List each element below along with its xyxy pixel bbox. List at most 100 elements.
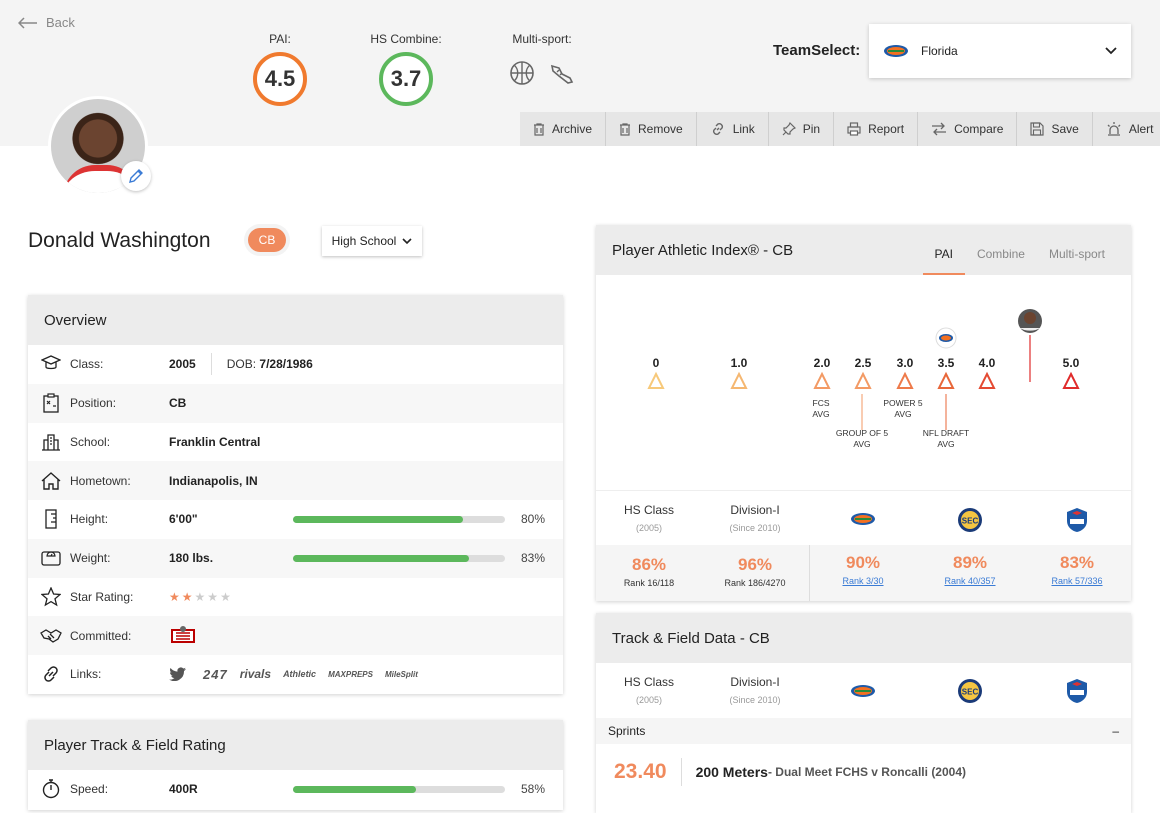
team-marker-logo	[935, 327, 957, 349]
weight-percent: 83%	[521, 551, 546, 566]
level-dropdown[interactable]: High School	[322, 226, 422, 256]
class-value: 2005	[169, 357, 196, 372]
group5-label-2: AVG	[853, 439, 870, 449]
star-outline-icon	[41, 586, 61, 607]
tab-combine[interactable]: Combine	[976, 247, 1025, 261]
printer-icon	[847, 122, 861, 136]
back-button[interactable]: Back	[18, 15, 75, 30]
overview-rows: Class: 2005 DOB: 7/28/1986 Position: CB …	[28, 345, 563, 694]
pai-comparison-stats: 86% Rank 16/118 96% Rank 186/4270 90% Ra…	[596, 545, 1131, 601]
stat-division: 96% Rank 186/4270	[724, 555, 786, 588]
scale-label-5: 3.5	[938, 356, 955, 370]
trash-icon	[620, 122, 631, 136]
arrow-left-icon	[18, 16, 37, 29]
stat-florida[interactable]: 90% Rank 3/30	[842, 553, 884, 586]
height-bar	[293, 515, 505, 523]
report-label: Report	[868, 122, 905, 136]
weight-label: Weight:	[70, 551, 111, 566]
sprint-time: 23.40	[614, 760, 667, 783]
link-rivals[interactable]: rivals	[239, 667, 272, 682]
basketball-icon[interactable]	[509, 60, 535, 86]
gator-logo-icon	[884, 45, 908, 57]
scale-marker-1	[730, 371, 748, 389]
hs-combine-ring: 3.7	[379, 52, 433, 106]
track-comparison-header: HS Class (2005) Division-I (Since 2010) …	[596, 663, 1131, 718]
graduation-cap-icon	[41, 355, 61, 370]
remove-label: Remove	[638, 122, 683, 136]
overview-card: Overview Class: 2005 DOB: 7/28/1986 Posi…	[28, 295, 563, 694]
links-label: Links:	[70, 667, 102, 682]
save-button[interactable]: Save	[1017, 112, 1093, 146]
remove-button[interactable]: Remove	[606, 112, 697, 146]
archive-button[interactable]: Archive	[520, 112, 607, 146]
save-label: Save	[1051, 122, 1079, 136]
star-empty-icon: ★	[220, 589, 231, 604]
player-name: Donald Washington	[28, 229, 211, 252]
scale-marker-3	[854, 371, 872, 389]
siren-icon	[1107, 122, 1121, 136]
track-field-card: Track & Field Data - CB HS Class (2005) …	[596, 613, 1131, 813]
speed-value: 400R	[169, 782, 198, 797]
hs-combine-label: HS Combine:	[370, 32, 442, 46]
compare-label: Compare	[954, 122, 1004, 136]
scale-label-0: 0	[653, 356, 660, 370]
scale-label-1: 1.0	[731, 356, 748, 370]
speed-bar	[293, 785, 505, 793]
link-athletic[interactable]: Athletic	[283, 669, 317, 680]
stat-sec[interactable]: 89% Rank 40/357	[944, 553, 996, 586]
position-badge: CB	[248, 228, 286, 252]
star-filled-icon: ★	[169, 589, 180, 604]
edit-avatar-button[interactable]	[121, 161, 151, 191]
star-rating-row: Star Rating: ★ ★ ★ ★ ★	[28, 578, 563, 617]
power5-label-1: POWER 5	[883, 398, 922, 408]
collapse-button[interactable]: –	[1112, 724, 1119, 738]
link-icon	[712, 123, 723, 135]
pencil-icon	[129, 169, 143, 183]
track-rating-title: Player Track & Field Rating	[28, 720, 563, 770]
team-select-label: TeamSelect:	[773, 42, 861, 59]
link-milesplit[interactable]: MileSplit	[384, 669, 418, 679]
archive-label: Archive	[552, 122, 593, 136]
compare-button[interactable]: Compare	[918, 112, 1018, 146]
pai-card-header: Player Athletic Index® - CB PAI Combine …	[596, 225, 1131, 275]
tab-multisport[interactable]: Multi-sport	[1048, 247, 1105, 261]
twitter-icon[interactable]	[169, 667, 187, 682]
link-button[interactable]: Link	[697, 112, 769, 146]
sprints-label: Sprints	[608, 724, 646, 738]
hometown-value: Indianapolis, IN	[169, 473, 258, 488]
link-247[interactable]: 247	[203, 666, 228, 682]
hometown-label: Hometown:	[70, 473, 131, 488]
height-label: Height:	[70, 512, 109, 527]
multisport-metric: Multi-sport:	[506, 32, 578, 86]
chevron-down-icon	[402, 237, 412, 244]
link-maxpreps[interactable]: MAXPREPS	[328, 669, 373, 679]
weight-row: Weight: 180 lbs. 83%	[28, 538, 563, 578]
chain-link-icon	[44, 666, 58, 683]
tab-pai[interactable]: PAI	[922, 247, 965, 275]
home-icon	[41, 471, 61, 490]
pin-button[interactable]: Pin	[769, 112, 835, 146]
multisport-label: Multi-sport:	[512, 32, 572, 46]
track-shoe-icon[interactable]	[549, 60, 575, 86]
back-label: Back	[46, 15, 75, 30]
alert-button[interactable]: Alert	[1093, 112, 1160, 146]
sprint-event-detail: - Dual Meet FCHS v Roncalli (2004)	[767, 765, 966, 779]
scale-marker-5	[937, 371, 955, 389]
report-button[interactable]: Report	[834, 112, 919, 146]
ruler-icon	[45, 509, 57, 530]
sec-logo-icon: SEC	[958, 508, 982, 532]
sprints-section-header[interactable]: Sprints –	[596, 718, 1131, 744]
action-toolbar: Archive Remove Link Pin Report Compare S…	[520, 112, 1160, 146]
team-select-dropdown[interactable]: Florida	[869, 24, 1131, 78]
speed-row: Speed: 400R 58%	[28, 770, 563, 809]
speed-percent: 58%	[521, 782, 546, 797]
star-empty-icon: ★	[194, 589, 206, 604]
star-empty-icon: ★	[207, 589, 219, 604]
stat-hs-class: 86% Rank 16/118	[623, 555, 675, 588]
pai-ring: 4.5	[253, 52, 307, 106]
chevron-down-icon	[1105, 47, 1117, 55]
clipboard-icon	[43, 393, 59, 413]
stat-nfl-draft[interactable]: 83% Rank 57/336	[1051, 553, 1103, 586]
speed-label: Speed:	[70, 782, 109, 797]
nfl-label-2: AVG	[937, 439, 954, 449]
